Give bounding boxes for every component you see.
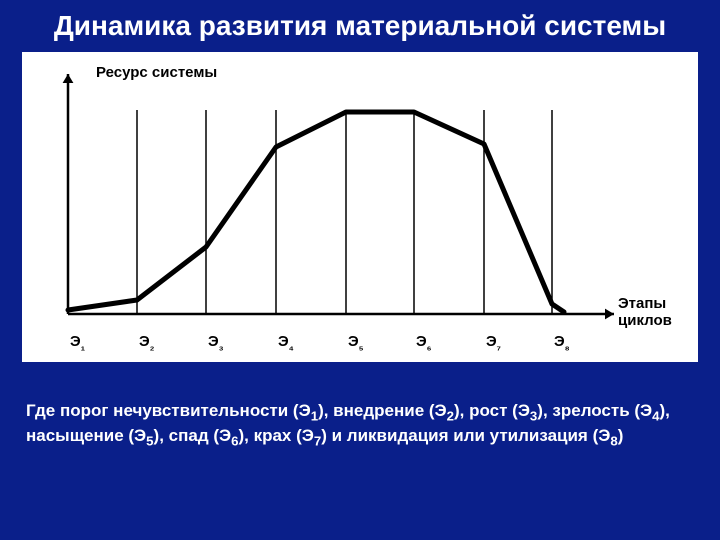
x-tick-label: Э₃ xyxy=(208,333,224,353)
y-axis-label: Ресурс системы xyxy=(96,64,217,81)
footer-caption: Где порог нечувствительности (Э1), внедр… xyxy=(22,400,698,451)
x-tick-label: Э₈ xyxy=(554,333,570,353)
chart-panel: Э₁ Э₂ Э₃ Э₄ Э₅ Э₆ Э₇ Э₈ Ресурс системы Этапыцик… xyxy=(22,52,698,362)
x-axis-label: Этапыциклов xyxy=(618,296,672,329)
x-tick-label: Э₁ xyxy=(70,333,86,353)
chart-svg: Э₁ Э₂ Э₃ Э₄ Э₅ Э₆ Э₇ Э₈ xyxy=(22,52,698,362)
slide: Динамика развития материальной системы Э… xyxy=(0,0,720,540)
slide-title: Динамика развития материальной системы xyxy=(22,10,698,42)
x-tick-label: Э₂ xyxy=(139,333,155,353)
x-tick-label: Э₆ xyxy=(416,333,432,353)
x-tick-label: Э₅ xyxy=(348,333,364,353)
x-tick-label: Э₄ xyxy=(278,333,294,353)
x-tick-label: Э₇ xyxy=(486,333,501,353)
